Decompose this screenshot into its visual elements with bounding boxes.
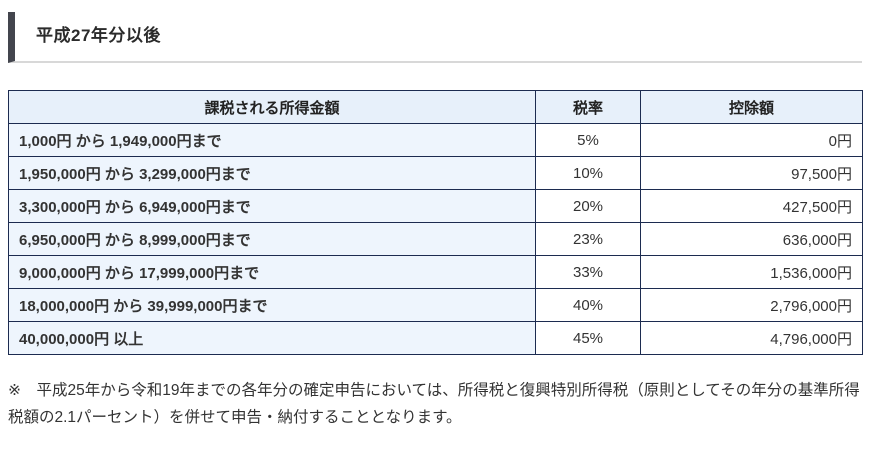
table-row: 40,000,000円 以上 45% 4,796,000円 (8, 321, 863, 355)
rate-cell: 45% (535, 321, 641, 355)
income-cell: 3,300,000円 から 6,949,000円まで (8, 189, 536, 223)
income-cell: 1,950,000円 から 3,299,000円まで (8, 156, 536, 190)
table-row: 6,950,000円 から 8,999,000円まで 23% 636,000円 (8, 222, 863, 256)
header-deduction: 控除額 (640, 90, 863, 124)
rate-cell: 20% (535, 189, 641, 223)
deduction-cell: 4,796,000円 (640, 321, 863, 355)
income-cell: 6,950,000円 から 8,999,000円まで (8, 222, 536, 256)
table-row: 3,300,000円 から 6,949,000円まで 20% 427,500円 (8, 189, 863, 223)
header-income: 課税される所得金額 (8, 90, 536, 124)
tax-rate-table: 課税される所得金額 税率 控除額 1,000円 から 1,949,000円まで … (8, 90, 863, 355)
income-cell: 1,000円 から 1,949,000円まで (8, 123, 536, 157)
income-cell: 18,000,000円 から 39,999,000円まで (8, 288, 536, 322)
deduction-cell: 1,536,000円 (640, 255, 863, 289)
deduction-cell: 2,796,000円 (640, 288, 863, 322)
income-cell: 9,000,000円 から 17,999,000円まで (8, 255, 536, 289)
table-row: 9,000,000円 から 17,999,000円まで 33% 1,536,00… (8, 255, 863, 289)
deduction-cell: 97,500円 (640, 156, 863, 190)
table-header-row: 課税される所得金額 税率 控除額 (8, 90, 863, 124)
rate-cell: 5% (535, 123, 641, 157)
table-row: 18,000,000円 から 39,999,000円まで 40% 2,796,0… (8, 288, 863, 322)
section-heading: 平成27年分以後 (8, 12, 862, 63)
rate-cell: 10% (535, 156, 641, 190)
rate-cell: 40% (535, 288, 641, 322)
rate-cell: 23% (535, 222, 641, 256)
income-cell: 40,000,000円 以上 (8, 321, 536, 355)
table-row: 1,950,000円 から 3,299,000円まで 10% 97,500円 (8, 156, 863, 190)
page-title: 平成27年分以後 (36, 26, 161, 45)
rate-cell: 33% (535, 255, 641, 289)
deduction-cell: 636,000円 (640, 222, 863, 256)
table-row: 1,000円 から 1,949,000円まで 5% 0円 (8, 123, 863, 157)
header-rate: 税率 (535, 90, 641, 124)
note-text: ※ 平成25年から令和19年までの各年分の確定申告においては、所得税と復興特別所… (8, 382, 860, 427)
deduction-cell: 427,500円 (640, 189, 863, 223)
deduction-cell: 0円 (640, 123, 863, 157)
